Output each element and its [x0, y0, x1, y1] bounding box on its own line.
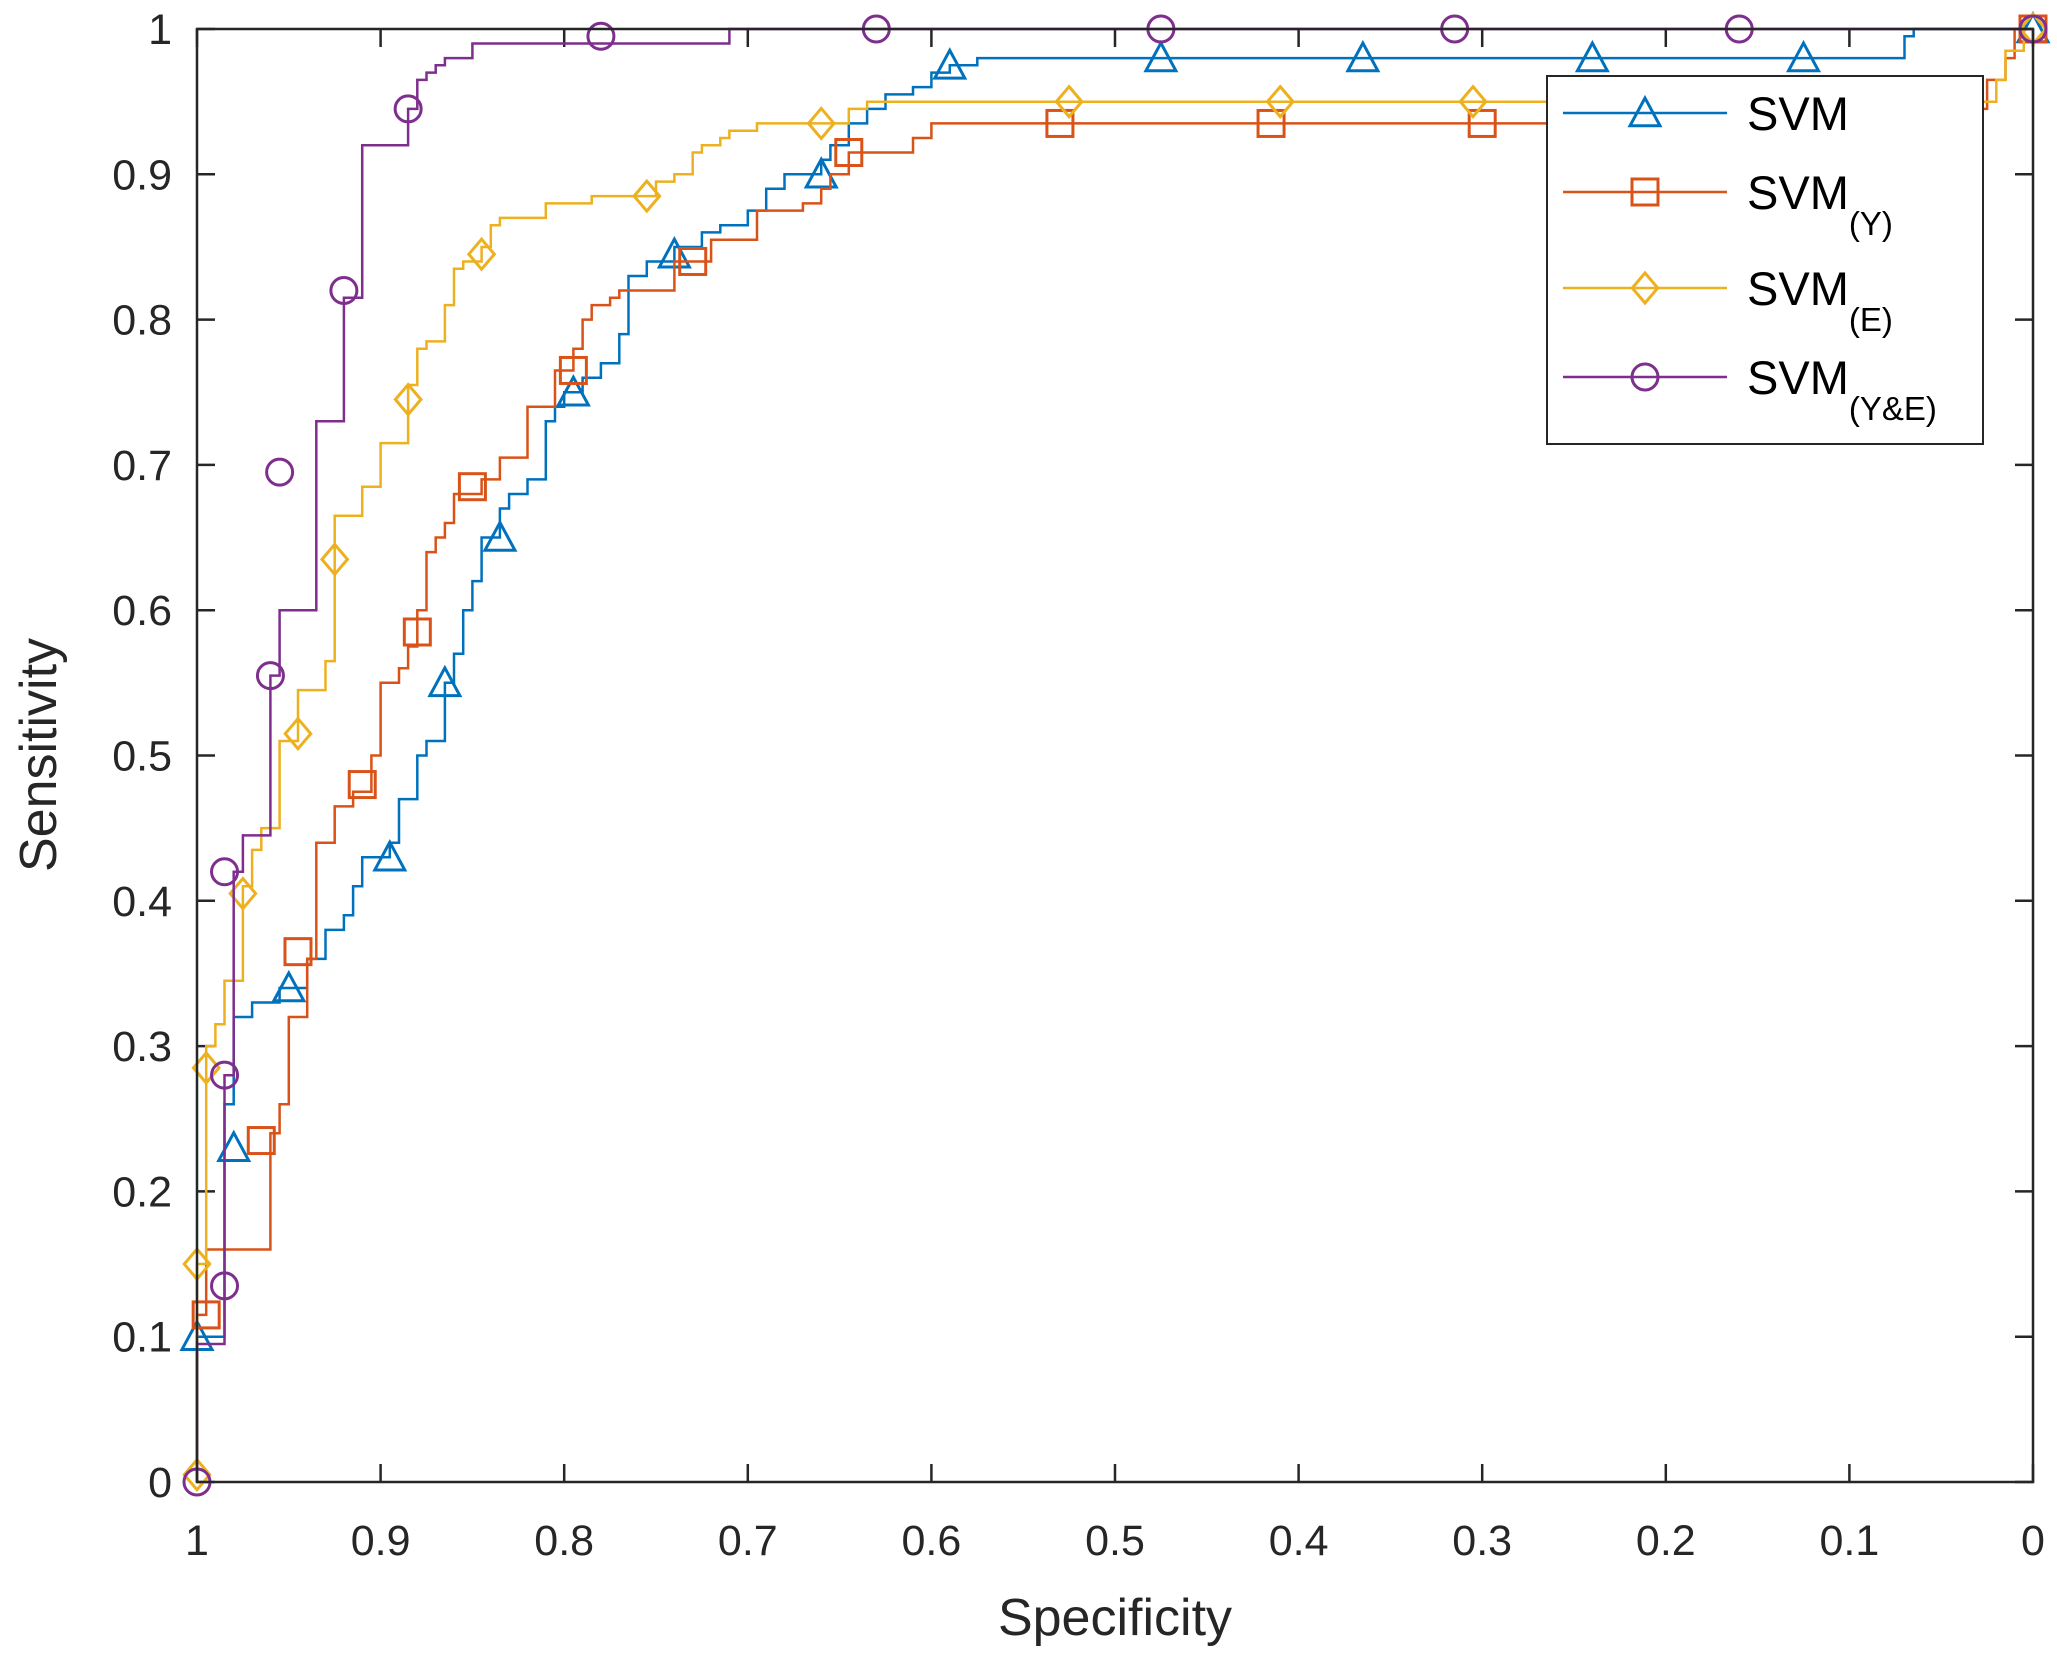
legend-entry: SVM(Y): [1563, 166, 1893, 242]
legend-label-main: SVM: [1747, 166, 1849, 219]
legend-label-subscript: (Y&E): [1849, 390, 1937, 427]
x-tick-label: 0.2: [1636, 1517, 1696, 1565]
series-marker: [329, 276, 359, 306]
legend-entry: SVM: [1563, 87, 1849, 140]
series-marker: [932, 47, 968, 80]
legend-marker: [1630, 270, 1660, 306]
series-marker: [283, 937, 313, 967]
series-marker: [265, 457, 295, 487]
series-marker: [210, 1060, 240, 1090]
series-marker: [1785, 39, 1822, 73]
series-marker: [1574, 39, 1610, 73]
series-marker: [393, 94, 423, 124]
series-marker: [803, 156, 839, 189]
legend-label-subscript: (Y): [1849, 205, 1893, 242]
series-marker: [834, 138, 864, 168]
series-marker: [319, 542, 350, 577]
series-marker: [632, 178, 662, 214]
legend-entry: SVM(E): [1563, 262, 1893, 338]
series-marker: [1345, 39, 1381, 73]
series-marker: [558, 355, 588, 385]
y-tick-label: 0.1: [112, 1314, 172, 1362]
x-tick-label: 0.8: [534, 1517, 594, 1565]
y-tick-label: 0.7: [112, 442, 172, 490]
y-tick-label: 0.3: [112, 1023, 172, 1071]
x-tick-label: 0: [2021, 1517, 2045, 1565]
series-line: [195, 27, 2033, 1482]
series-2: [182, 11, 2048, 1493]
series-marker: [283, 716, 313, 752]
series-line: [195, 27, 2033, 1482]
legend-label-main: SVM: [1747, 87, 1849, 140]
x-tick-label: 0.7: [718, 1517, 778, 1565]
y-tick-label: 0.8: [112, 297, 172, 345]
x-tick-label: 0.1: [1820, 1517, 1880, 1565]
series-marker: [1054, 84, 1084, 119]
series-marker: [482, 519, 518, 552]
series-marker: [457, 472, 487, 502]
x-axis-label: Specificity: [998, 1589, 1232, 1647]
x-tick-label: 0.9: [351, 1517, 411, 1565]
y-tick-label: 0.5: [112, 733, 172, 781]
legend-box: [1546, 75, 1984, 445]
series-marker: [678, 246, 708, 276]
legend-marker: [1627, 94, 1663, 128]
series-marker: [806, 106, 836, 141]
y-tick-label: 0: [148, 1459, 172, 1507]
series-marker: [210, 1271, 240, 1301]
series-marker: [1467, 108, 1497, 138]
series-marker: [210, 857, 240, 887]
series-marker: [586, 21, 616, 51]
legend-marker: [1630, 362, 1660, 392]
legend-label: SVM(Y&E): [1747, 351, 1937, 427]
y-tick-label: 0.9: [112, 151, 172, 199]
legend-label: SVM(Y): [1747, 166, 1893, 242]
series-marker: [347, 770, 377, 800]
series-marker: [1458, 84, 1488, 119]
x-tick-label: 0.3: [1452, 1517, 1512, 1565]
series-marker: [1265, 84, 1295, 119]
y-tick-label: 1: [148, 6, 172, 54]
x-tick-label: 0.6: [902, 1517, 962, 1565]
y-tick-label: 0.2: [112, 1168, 172, 1216]
series-marker: [246, 1126, 276, 1156]
plot-frame: [195, 27, 2035, 1484]
legend-label-subscript: (E): [1849, 301, 1893, 338]
series-marker: [271, 969, 307, 1003]
y-tick-label: 0.4: [112, 878, 172, 926]
series-marker: [1256, 108, 1286, 138]
series-marker: [555, 374, 591, 407]
x-tick-label: 0.4: [1269, 1517, 1329, 1565]
y-axis-ticks: 0 0.1 0.2 0.3 0.4 0.5 0.6 0.7 0.8 0.9 1: [112, 6, 2033, 1507]
series-marker: [191, 1300, 221, 1330]
legend-entry: SVM(Y&E): [1563, 351, 1937, 427]
series-marker: [393, 382, 423, 417]
y-tick-label: 0.6: [112, 587, 172, 635]
series-marker: [427, 664, 463, 698]
series-marker: [255, 661, 285, 691]
series-marker: [402, 617, 432, 647]
legend-label-main: SVM: [1747, 351, 1849, 404]
legend-label: SVM(E): [1747, 262, 1893, 338]
legend-label: SVM: [1747, 87, 1849, 140]
series-marker: [466, 236, 497, 272]
legend-marker: [1630, 177, 1660, 207]
y-axis-label: Sensitivity: [10, 638, 68, 872]
legend-label-main: SVM: [1747, 262, 1849, 315]
series-marker: [216, 1129, 252, 1163]
series-marker: [1143, 39, 1179, 73]
x-tick-label: 0.5: [1085, 1517, 1145, 1565]
x-axis-ticks: 1 0.9 0.8 0.7 0.6 0.5 0.4 0.3 0.2 0.1 0: [185, 29, 2045, 1565]
x-tick-label: 1: [185, 1517, 209, 1565]
series-marker: [182, 1457, 212, 1493]
series-marker: [1045, 108, 1075, 138]
series-marker: [372, 839, 408, 872]
